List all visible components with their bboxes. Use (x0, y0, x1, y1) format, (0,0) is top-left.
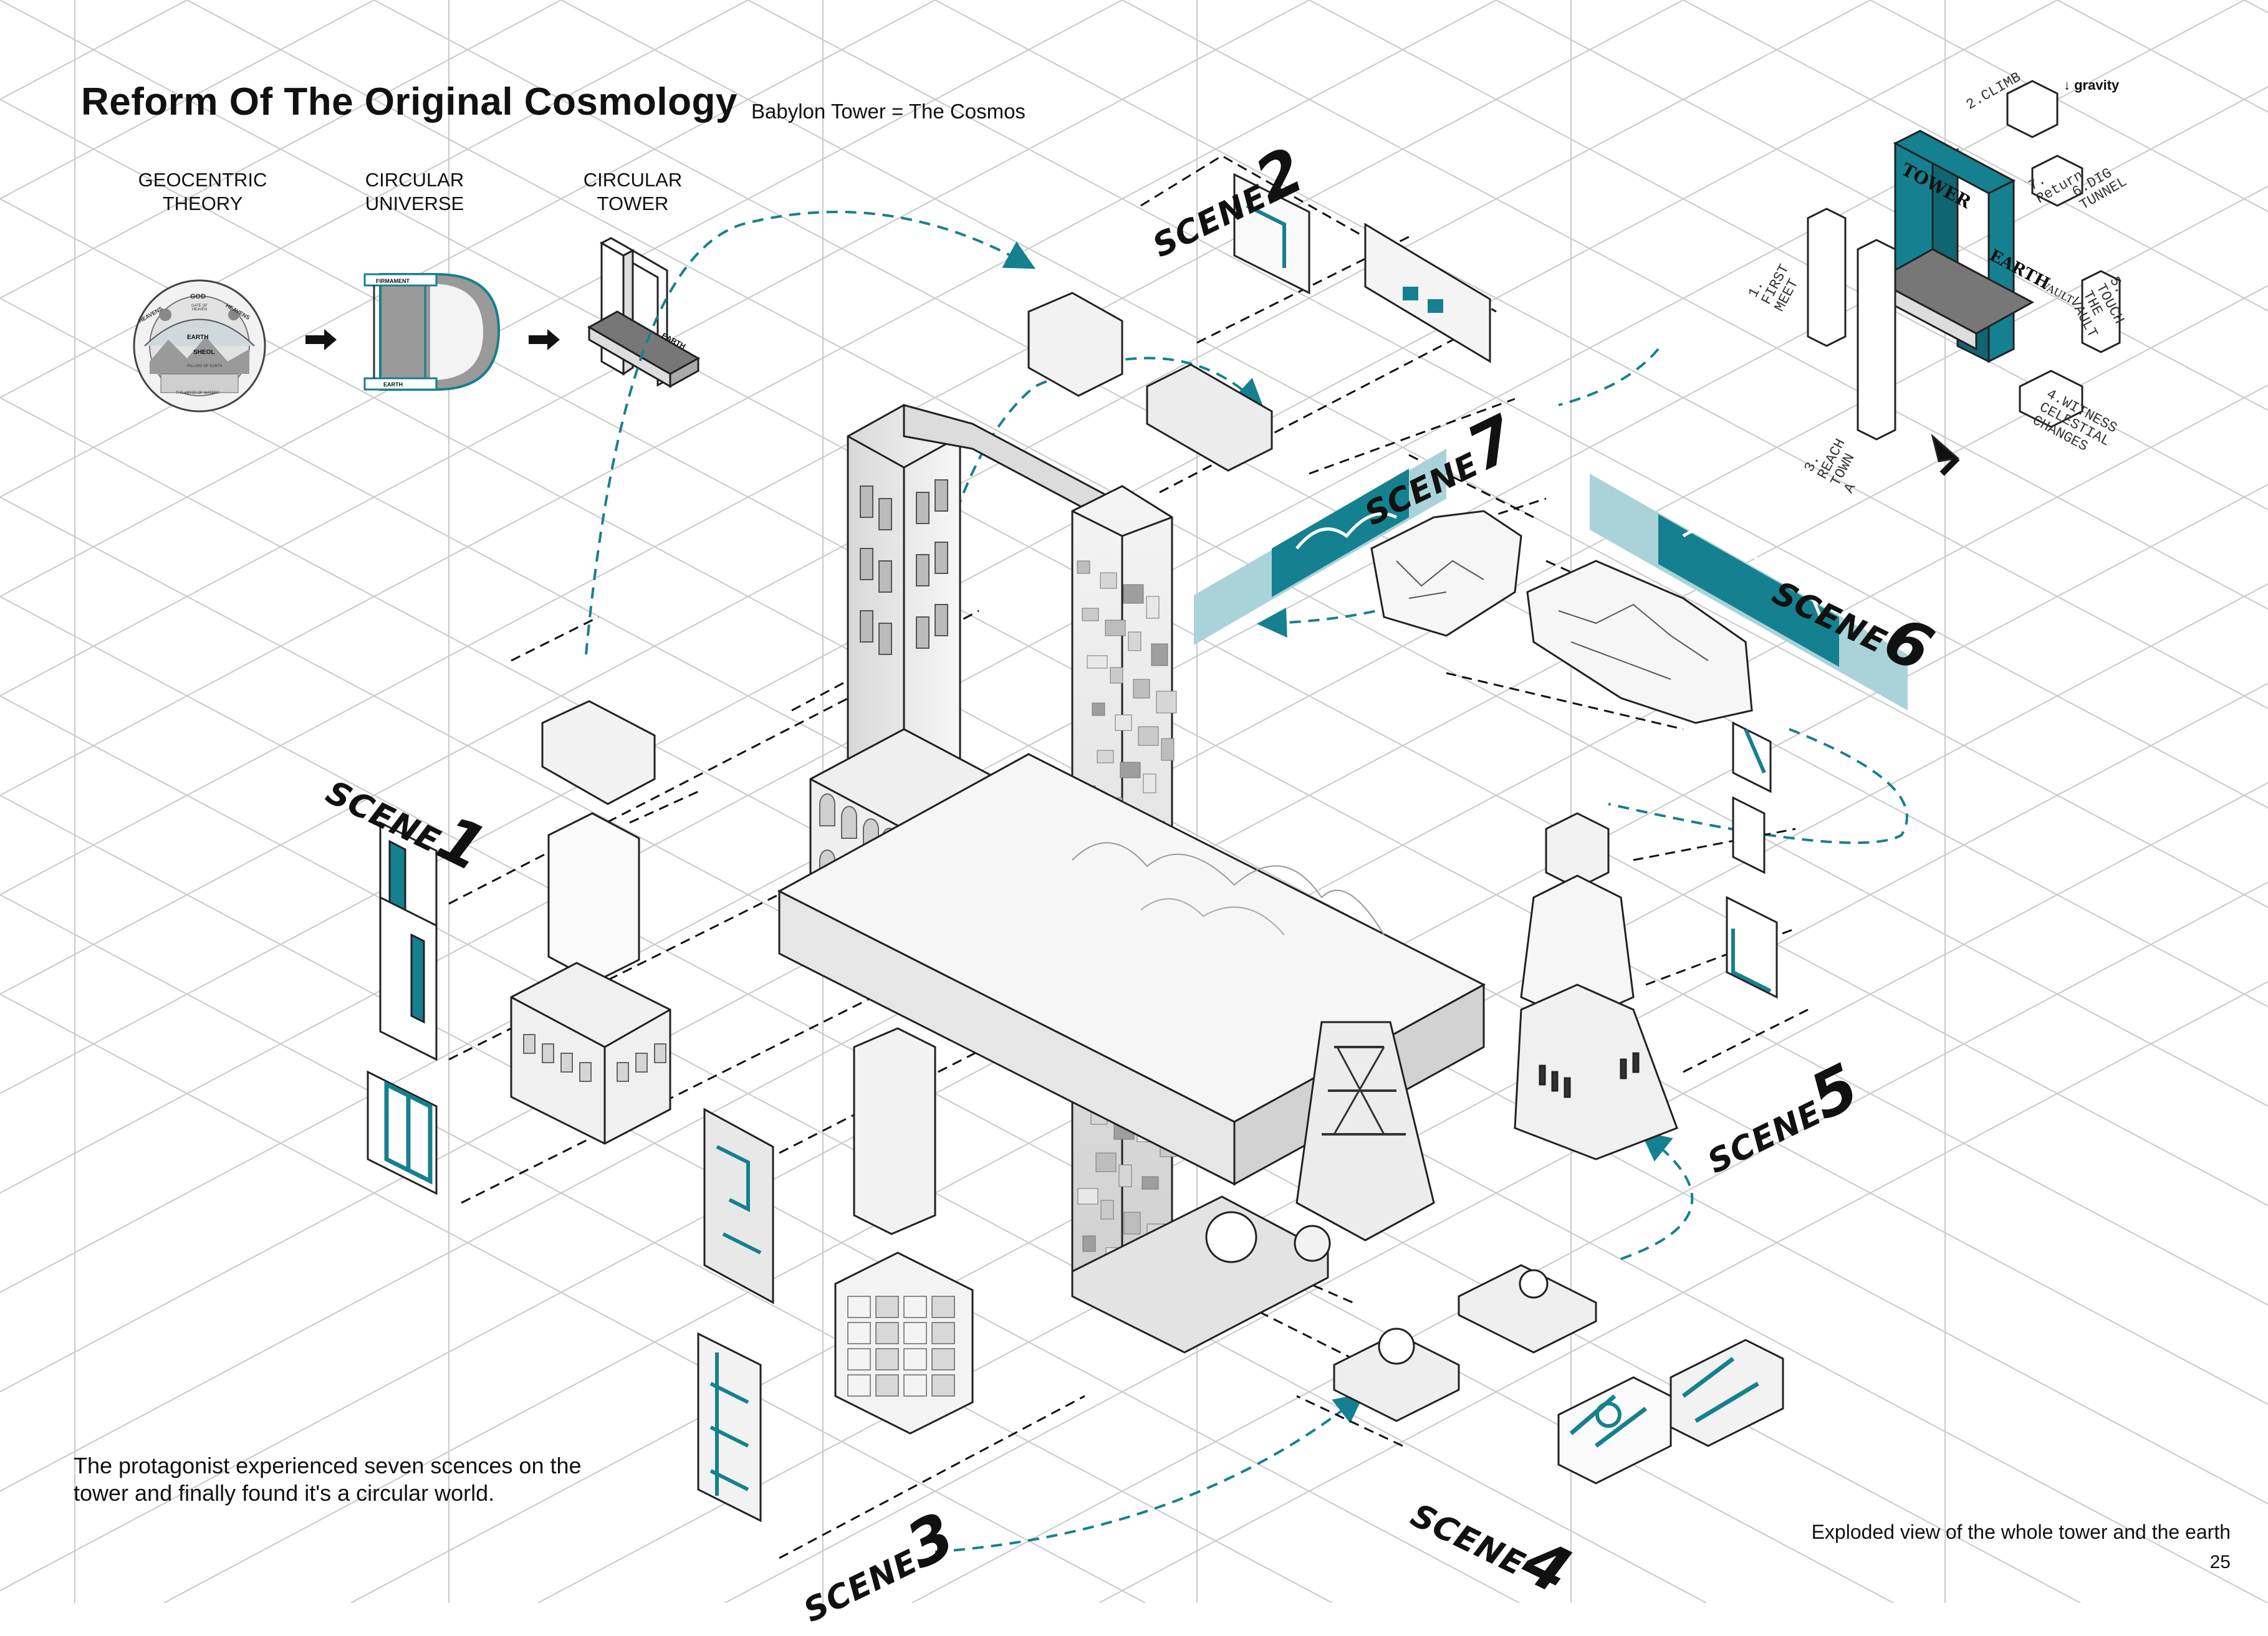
circular-tower-diagram (587, 237, 701, 388)
concept-label-circular-universe: CIRCULAR UNIVERSE (365, 169, 464, 214)
geocentric-label-abyss: THE ABYSS OF WATERS (176, 391, 220, 395)
scene2-pieces (1027, 173, 1491, 472)
caption: The protagonist experienced seven scence… (74, 1453, 582, 1506)
isometric-drawing (0, 0, 2268, 1603)
geocentric-label-earth: EARTH (187, 334, 209, 341)
scene3-pieces (697, 1027, 974, 1523)
scene7-rock (1370, 510, 1522, 637)
concept-label-geocentric: GEOCENTRIC THEORY (138, 169, 267, 214)
scene6-rock (1526, 560, 1753, 724)
geocentric-diagram (133, 279, 266, 413)
arrow-right-icon (305, 329, 337, 350)
geocentric-label-sheol: SHEOL (193, 349, 215, 356)
scene5-panels (1726, 721, 1778, 999)
universe-label-earth: EARTH (383, 381, 403, 388)
concept-label-circular-tower: CIRCULAR TOWER (583, 169, 683, 214)
geocentric-label-god: GOD (190, 293, 206, 300)
page-number: 25 (2209, 1552, 2231, 1572)
scene5-tower (1514, 812, 1678, 1160)
central-tower (777, 404, 1486, 1354)
scene1-panels (367, 821, 438, 1195)
universe-label-firmament: FIRMAMENT (376, 278, 410, 284)
arrow-right-icon (529, 329, 560, 350)
scene6-strip (1590, 474, 1908, 710)
geocentric-label-pillars: PILLARS OF EARTH (187, 365, 223, 368)
page-subtitle: Babylon Tower = The Cosmos (751, 100, 1026, 123)
sequence-diagram (1807, 80, 2121, 476)
geocentric-label-gate: GATE OF HEAVEN (191, 304, 208, 312)
circular-universe-diagram (363, 273, 501, 391)
figure-footer: Exploded view of the whole tower and the… (1811, 1521, 2231, 1543)
gravity-label: ↓ gravity (2064, 77, 2120, 93)
scene4-pieces (1333, 1264, 1784, 1485)
page-title: Reform Of The Original Cosmology (81, 80, 738, 123)
scene7-strip (1194, 449, 1446, 645)
scene1-tower-parts (510, 700, 671, 1145)
